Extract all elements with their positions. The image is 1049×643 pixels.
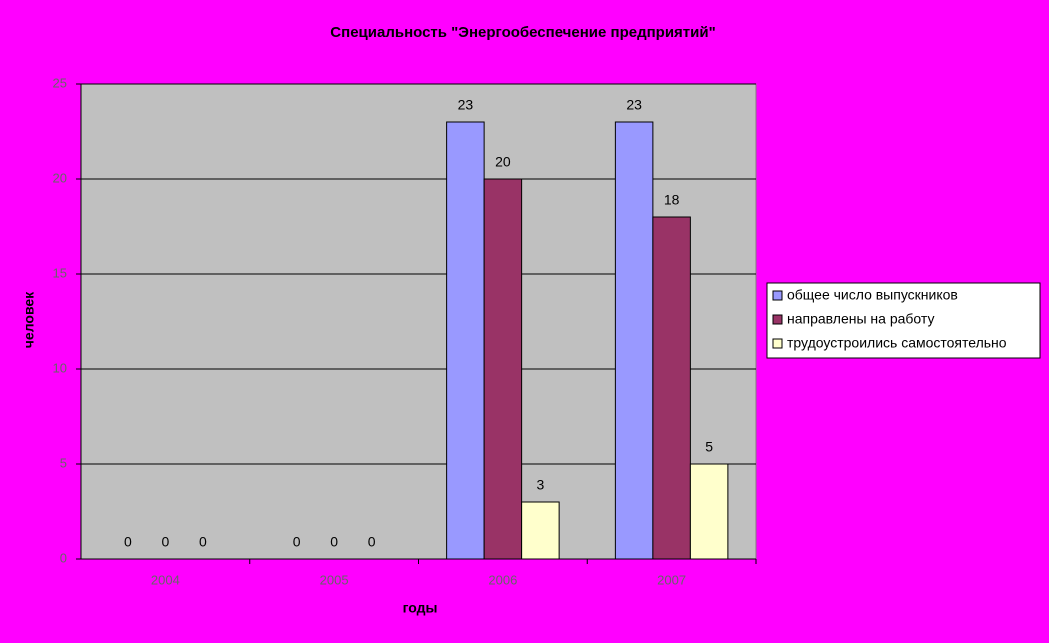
- legend-swatch: [772, 290, 783, 301]
- y-tick-label: 25: [53, 75, 67, 90]
- x-tick-label: 2004: [151, 572, 180, 587]
- data-label: 18: [664, 192, 680, 208]
- x-tick-label: 2007: [657, 572, 686, 587]
- data-label: 0: [199, 534, 207, 550]
- data-label: 5: [705, 439, 713, 455]
- y-tick-label: 5: [60, 455, 67, 470]
- y-axis-title: человек: [21, 291, 37, 348]
- y-tick-label: 15: [53, 265, 67, 280]
- legend-swatch: [772, 314, 783, 325]
- legend-box: [766, 282, 1041, 359]
- data-label: 0: [161, 534, 169, 550]
- y-tick-label: 10: [53, 360, 67, 375]
- bar: [446, 121, 485, 560]
- data-label: 0: [368, 534, 376, 550]
- chart-title: Специальность "Энергообеспечение предпри…: [330, 24, 715, 41]
- data-label: 0: [124, 534, 132, 550]
- legend-label: общее число выпускников: [787, 287, 958, 303]
- legend-label: трудоустроились самостоятельно: [787, 335, 1007, 351]
- data-label: 20: [495, 154, 511, 170]
- legend-label: направлены на работу: [787, 311, 934, 327]
- data-label: 0: [293, 534, 301, 550]
- data-label: 0: [330, 534, 338, 550]
- x-tick-label: 2006: [488, 572, 517, 587]
- x-axis-title: годы: [403, 600, 438, 616]
- y-tick-label: 20: [53, 170, 67, 185]
- data-label: 23: [626, 97, 642, 113]
- bar: [614, 121, 654, 560]
- bar: [483, 178, 523, 560]
- bar: [521, 501, 560, 560]
- bar: [652, 216, 691, 560]
- data-label: 3: [536, 477, 544, 493]
- y-tick-label: 0: [60, 550, 67, 565]
- legend-swatch: [772, 338, 783, 349]
- x-tick-label: 2005: [320, 572, 349, 587]
- bar: [689, 463, 729, 560]
- data-label: 23: [458, 97, 474, 113]
